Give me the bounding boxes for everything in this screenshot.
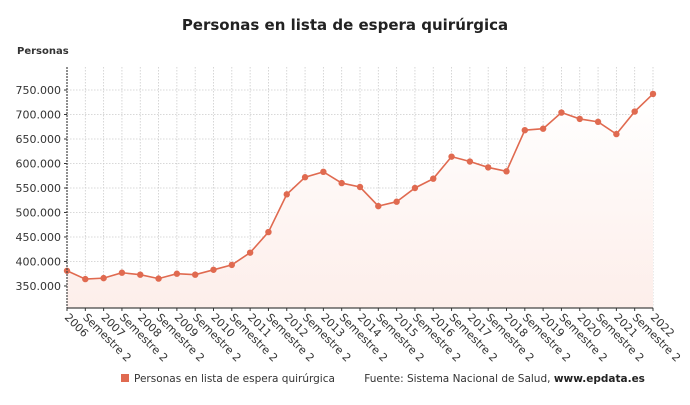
data-point: [173, 270, 181, 277]
data-point: [430, 175, 437, 182]
data-point: [265, 228, 272, 236]
y-tick-label: 500.000: [16, 206, 62, 219]
data-point: [283, 191, 290, 198]
data-point: [484, 164, 492, 171]
data-point: [191, 271, 199, 278]
legend-swatch: [121, 374, 129, 382]
data-point: [210, 266, 217, 273]
data-point: [320, 168, 327, 176]
y-tick-label: 350.000: [16, 280, 62, 293]
data-point: [613, 130, 620, 138]
y-tick-label: 700.000: [16, 109, 62, 122]
data-point: [411, 184, 419, 192]
legend: Personas en lista de espera quirúrgica F…: [121, 373, 645, 385]
data-point: [338, 179, 345, 187]
data-point: [228, 261, 236, 269]
data-point: [558, 109, 565, 116]
data-point: [448, 153, 455, 160]
source-note: Fuente: Sistema Nacional de Salud, www.e…: [364, 373, 645, 385]
chart-title: Personas en lista de espera quirúrgica: [181, 16, 509, 34]
data-point: [137, 271, 144, 278]
source-site: www.epdata.es: [553, 373, 645, 385]
y-tick-label: 400.000: [16, 255, 62, 268]
y-tick-label: 650.000: [16, 133, 62, 146]
data-point: [649, 90, 657, 98]
data-point: [631, 108, 638, 115]
y-tick-label: 450.000: [16, 231, 62, 244]
data-point: [375, 202, 382, 210]
data-point: [100, 274, 107, 282]
data-point: [301, 174, 309, 181]
data-point: [118, 269, 126, 276]
data-point: [63, 267, 71, 274]
data-point: [594, 118, 602, 126]
data-point: [521, 126, 529, 134]
data-point: [246, 249, 254, 256]
y-axis-label: Personas: [17, 46, 69, 57]
data-point: [576, 115, 583, 123]
series-area: [67, 93, 653, 308]
y-tick-label: 550.000: [16, 182, 62, 195]
data-point: [503, 168, 510, 175]
y-tick-label: 750.000: [16, 84, 62, 97]
source-text: Fuente: Sistema Nacional de Salud,: [364, 373, 554, 385]
data-point: [155, 275, 162, 282]
y-tick-label: 600.000: [16, 157, 62, 170]
data-point: [82, 275, 89, 283]
legend-label: Personas en lista de espera quirúrgica: [134, 373, 335, 385]
data-point: [393, 198, 400, 205]
data-point: [356, 183, 364, 191]
data-point: [466, 158, 474, 165]
data-point: [539, 125, 547, 132]
